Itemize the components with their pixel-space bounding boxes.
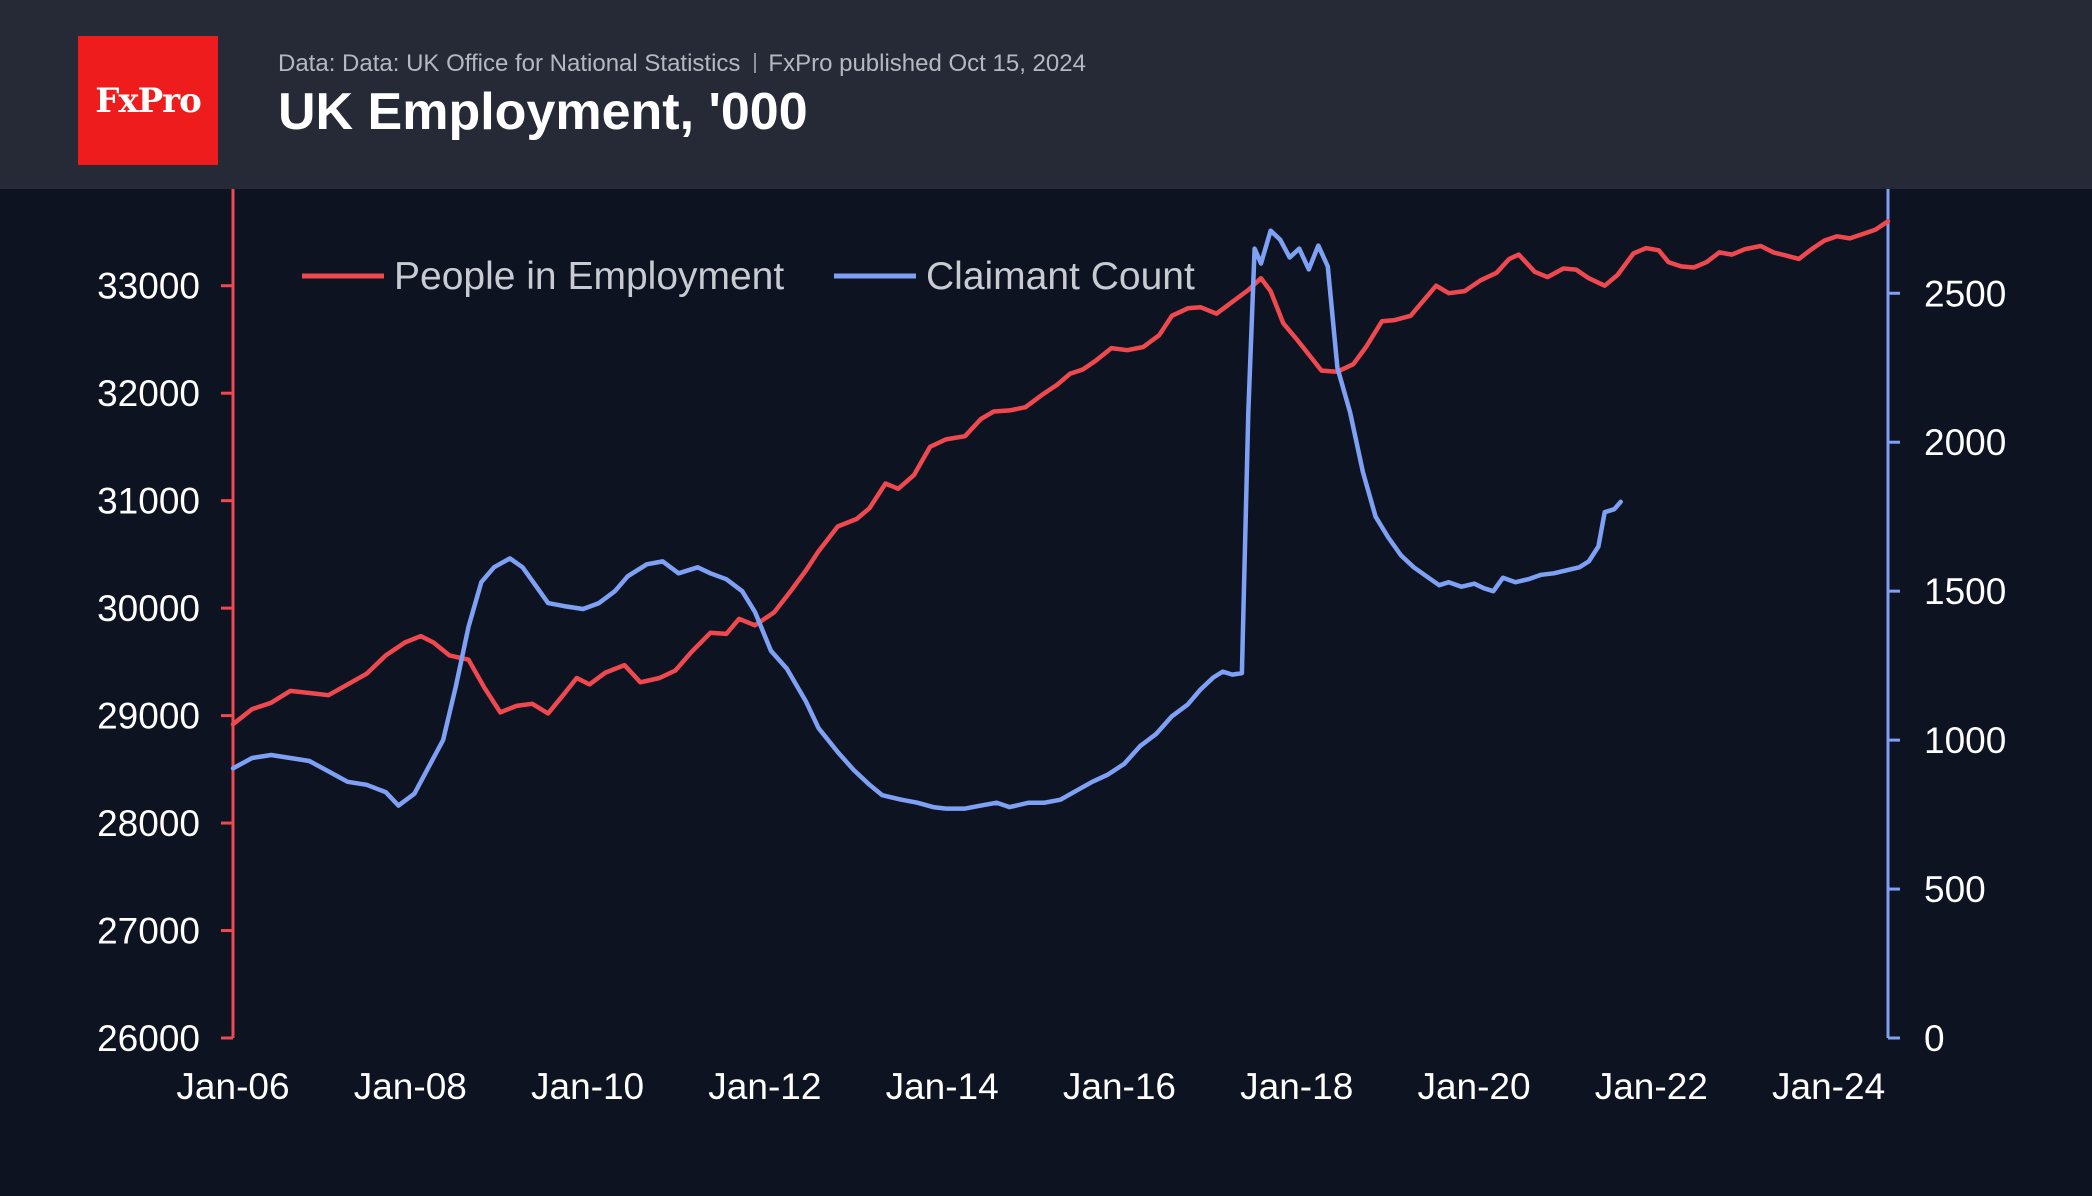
left-tick-label: 33000 bbox=[97, 266, 200, 307]
chart-source-line: Data: Data: UK Office for National Stati… bbox=[278, 50, 1086, 78]
x-tick-label: Jan-22 bbox=[1595, 1066, 1708, 1107]
x-tick-label: Jan-24 bbox=[1772, 1066, 1885, 1107]
x-tick-label: Jan-10 bbox=[531, 1066, 644, 1107]
x-tick-label: Jan-14 bbox=[886, 1066, 999, 1107]
chart-title: UK Employment, '000 bbox=[278, 83, 808, 141]
legend-label-employment: People in Employment bbox=[394, 255, 784, 298]
right-tick-label: 500 bbox=[1924, 869, 1986, 910]
x-tick-label: Jan-16 bbox=[1063, 1066, 1176, 1107]
published-date: FxPro published Oct 15, 2024 bbox=[768, 50, 1086, 77]
fxpro-logo: FxPro bbox=[78, 36, 218, 165]
left-tick-label: 32000 bbox=[97, 373, 200, 414]
right-tick-label: 2500 bbox=[1924, 273, 2006, 314]
right-tick-label: 1000 bbox=[1924, 720, 2006, 761]
employment-series-line bbox=[230, 218, 1891, 727]
left-tick-label: 27000 bbox=[97, 911, 200, 952]
x-tick-label: Jan-06 bbox=[176, 1066, 289, 1107]
separator bbox=[754, 53, 757, 73]
header-bar: FxPro Data: Data: UK Office for National… bbox=[0, 0, 2092, 189]
x-tick-label: Jan-12 bbox=[708, 1066, 821, 1107]
right-tick-label: 1500 bbox=[1924, 571, 2006, 612]
x-tick-label: Jan-20 bbox=[1417, 1066, 1530, 1107]
left-tick-label: 28000 bbox=[97, 803, 200, 844]
claimant-series-line bbox=[230, 228, 1623, 811]
right-tick-label: 0 bbox=[1924, 1018, 1945, 1059]
x-tick-label: Jan-18 bbox=[1240, 1066, 1353, 1107]
logo-text: FxPro bbox=[95, 80, 202, 121]
right-tick-label: 2000 bbox=[1924, 422, 2006, 463]
legend-label-claimant: Claimant Count bbox=[926, 255, 1195, 298]
left-tick-label: 30000 bbox=[97, 588, 200, 629]
left-tick-label: 31000 bbox=[97, 481, 200, 522]
data-source: Data: Data: UK Office for National Stati… bbox=[278, 50, 741, 77]
x-tick-label: Jan-08 bbox=[354, 1066, 467, 1107]
left-tick-label: 26000 bbox=[97, 1018, 200, 1059]
left-tick-label: 29000 bbox=[97, 696, 200, 737]
